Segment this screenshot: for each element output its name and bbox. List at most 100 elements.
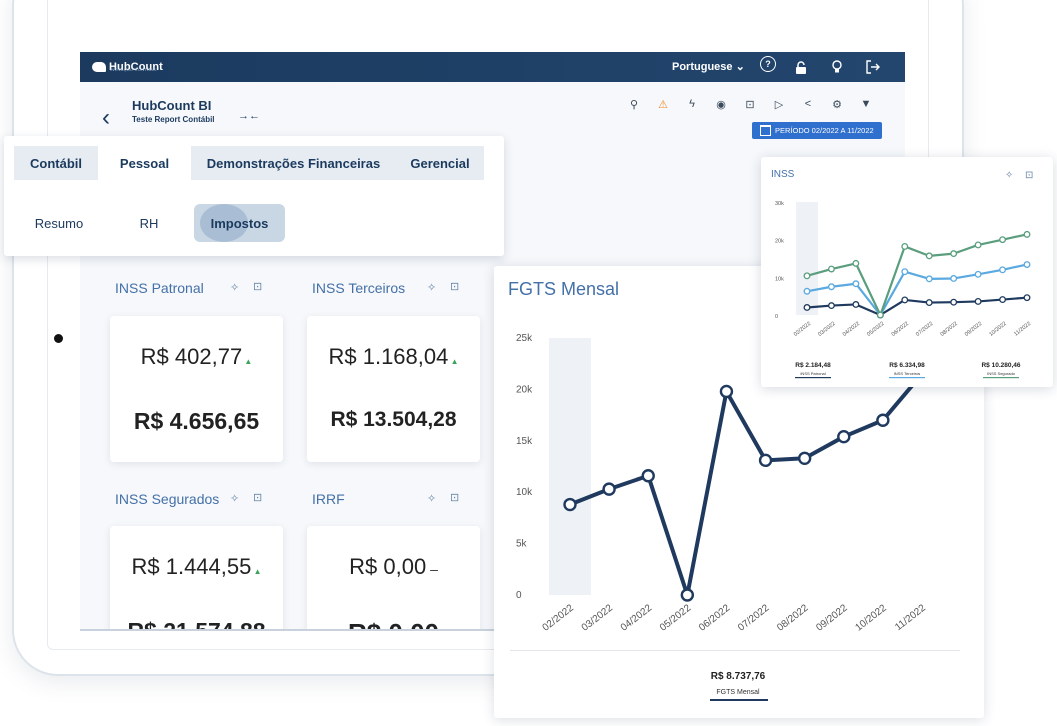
- kpi-card-inss-segurados[interactable]: R$ 1.444,55 ▲ R$ 21.574,88: [110, 526, 283, 631]
- brand-logo[interactable]: HubCount: [92, 58, 163, 76]
- inss-chart-card[interactable]: INSS ✧ ⊡ R$ 2.184,48 INSS Patronal R$ 6.…: [761, 157, 1053, 387]
- legend-value: R$ 8.737,76: [711, 671, 766, 682]
- data-point: [901, 296, 909, 304]
- x-tick-label: 02/2022: [793, 321, 812, 338]
- kpi-card-irrf[interactable]: R$ 0,00 – R$ 0,00: [307, 526, 480, 629]
- bolt-icon[interactable]: ϟ: [689, 98, 695, 110]
- swap-arrows-icon[interactable]: →←: [238, 110, 260, 122]
- calendar-icon: [760, 125, 771, 136]
- press-highlight: [200, 204, 248, 242]
- data-point: [974, 270, 982, 278]
- warning-icon[interactable]: ⚠: [658, 99, 668, 111]
- x-tick-label: 06/2022: [697, 602, 733, 633]
- subtab-label: Impostos: [210, 215, 269, 231]
- logout-icon[interactable]: [862, 56, 884, 78]
- kpi-total-value: R$ 21.574,88: [127, 618, 266, 631]
- unlock-icon[interactable]: [790, 56, 812, 78]
- fgts-chart: FGTS Mensal R$ 8.737,76 FGTS Mensal 0 5k 1…: [508, 279, 960, 701]
- expand-icon[interactable]: ⊡: [450, 492, 460, 504]
- data-point: [837, 429, 851, 444]
- expand-icon[interactable]: ⊡: [450, 281, 460, 293]
- filter-icon[interactable]: ▼: [860, 98, 872, 110]
- x-tick-label: 08/2022: [940, 321, 959, 338]
- data-point: [999, 236, 1007, 244]
- y-tick-label: 20k: [775, 239, 784, 245]
- x-tick-label: 10/2022: [988, 321, 1007, 338]
- sparkle-icon[interactable]: ✧: [427, 282, 437, 294]
- data-point: [797, 451, 812, 465]
- data-point: [925, 252, 933, 260]
- help-icon[interactable]: ?: [760, 56, 776, 72]
- x-tick-label: 04/2022: [842, 321, 861, 338]
- subtab-rh[interactable]: RH: [104, 204, 194, 242]
- lightbulb-icon[interactable]: [826, 56, 848, 78]
- inss-chart: INSS ✧ ⊡ R$ 2.184,48 INSS Patronal R$ 6.…: [771, 169, 1033, 379]
- highlight-band: [796, 202, 818, 315]
- kpi-title-inss-segurados: INSS Segurados: [115, 491, 220, 507]
- data-point: [876, 413, 890, 427]
- y-tick-label: 0: [775, 314, 778, 320]
- y-tick-label: 10k: [775, 276, 784, 282]
- legend-swatch: [710, 699, 768, 701]
- y-tick-label: 20k: [516, 384, 533, 395]
- series-line: [806, 233, 1028, 317]
- data-point: [602, 482, 616, 496]
- data-point: [974, 241, 982, 249]
- play-icon[interactable]: ▷: [774, 99, 784, 111]
- sparkle-icon[interactable]: ✧: [1005, 170, 1013, 181]
- sparkle-icon[interactable]: ✧: [230, 493, 240, 505]
- expand-icon[interactable]: ⊡: [745, 99, 755, 111]
- settings-icon[interactable]: ⚙: [832, 99, 842, 111]
- share-icon[interactable]: <: [804, 98, 812, 110]
- data-point: [901, 242, 909, 250]
- eye-icon[interactable]: ◉: [716, 99, 726, 111]
- x-tick-label: 06/2022: [891, 321, 910, 338]
- data-point: [999, 266, 1007, 274]
- kpi-title-inss-patronal: INSS Patronal: [115, 280, 204, 296]
- data-point: [1023, 230, 1031, 238]
- x-tick-label: 07/2022: [736, 602, 772, 633]
- subtab-label: Resumo: [34, 215, 84, 231]
- report-toolbar: ⚲ ⚠ ϟ ◉ ⊡ ▷ < ⚙ ▼: [625, 98, 875, 111]
- legend-value: R$ 6.334,98: [889, 362, 925, 369]
- data-point: [950, 250, 958, 258]
- kpi-card-inss-terceiros[interactable]: R$ 1.168,04 ▲ R$ 13.504,28: [307, 316, 480, 462]
- trend-up-icon: ▲: [448, 357, 459, 366]
- period-badge[interactable]: PERÍODO 02/2022 A 11/2022: [752, 122, 882, 139]
- tab-gerencial[interactable]: Gerencial: [396, 146, 484, 180]
- sparkle-icon[interactable]: ✧: [230, 282, 240, 294]
- tab-pessoal[interactable]: Pessoal: [98, 146, 191, 180]
- y-tick-label: 0: [516, 590, 522, 601]
- subtab-label: RH: [139, 215, 159, 231]
- kpi-title-irrf: IRRF: [312, 491, 345, 507]
- data-point: [803, 272, 811, 280]
- x-tick-label: 03/2022: [580, 602, 616, 633]
- tab-contabil[interactable]: Contábil: [14, 146, 98, 180]
- y-tick-label: 10k: [516, 487, 533, 498]
- data-point: [719, 384, 734, 399]
- kpi-card-inss-patronal[interactable]: R$ 402,77 ▲ R$ 4.656,65: [110, 316, 283, 462]
- subtab-impostos[interactable]: Impostos: [194, 204, 285, 242]
- legend-label: FGTS Mensal: [716, 689, 760, 696]
- data-point: [925, 275, 933, 283]
- expand-icon[interactable]: ⊡: [253, 492, 263, 504]
- data-point: [827, 265, 835, 273]
- location-icon[interactable]: ⚲: [629, 99, 639, 111]
- trend-flat-icon: –: [426, 561, 438, 577]
- app-screen: HubCount INOVAÇÃO CONTÁBIL Portuguese ⌄ …: [80, 52, 905, 631]
- chart-title: FGTS Mensal: [508, 279, 619, 299]
- x-tick-label: 05/2022: [658, 602, 694, 633]
- bullet-dot: [54, 334, 63, 343]
- trend-up-icon: ▲: [242, 357, 253, 366]
- language-label: Portuguese: [672, 61, 733, 73]
- legend-label: INSS Terceiros: [894, 371, 921, 376]
- report-subtitle: Teste Report Contábil: [132, 115, 215, 124]
- sparkle-icon[interactable]: ✧: [427, 493, 437, 505]
- subtab-resumo[interactable]: Resumo: [14, 204, 104, 242]
- expand-icon[interactable]: ⊡: [1025, 170, 1033, 181]
- expand-icon[interactable]: ⊡: [253, 281, 263, 293]
- language-selector[interactable]: Portuguese ⌄: [672, 60, 745, 73]
- tab-demonstracoes-financeiras[interactable]: Demonstrações Financeiras: [191, 146, 396, 180]
- x-tick-label: 07/2022: [915, 321, 934, 338]
- back-chevron-icon[interactable]: ‹: [102, 104, 110, 131]
